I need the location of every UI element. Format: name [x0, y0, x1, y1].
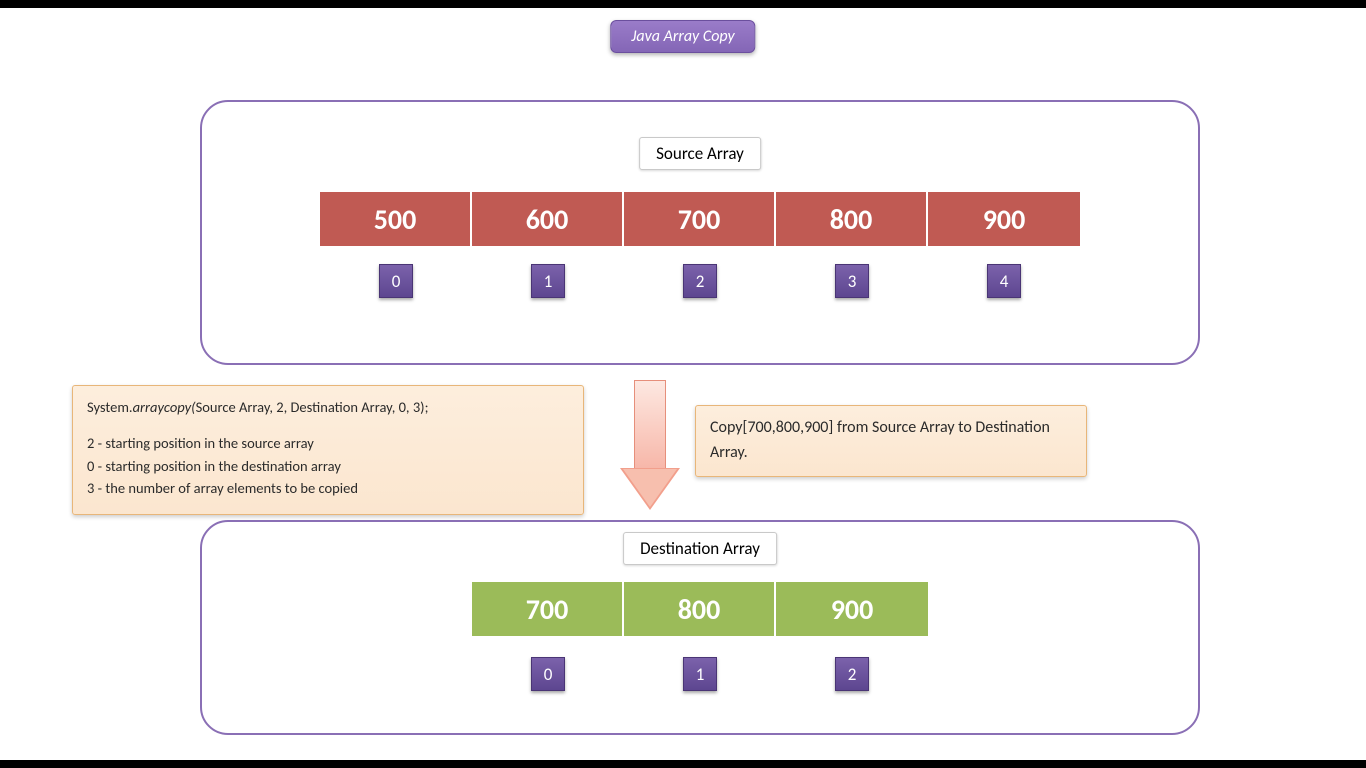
code-text: System.: [87, 398, 133, 416]
destination-array-label: Destination Array: [623, 532, 777, 565]
source-cell: 900: [928, 192, 1080, 246]
code-text: Source Array, 2, Destination Array, 0, 3…: [196, 398, 429, 416]
dest-index: 2: [835, 657, 869, 691]
source-array-values-row: 500 600 700 800 900: [320, 192, 1080, 246]
explain-line: 0 - starting position in the destination…: [87, 455, 569, 477]
source-index: 3: [835, 264, 869, 298]
source-cell: 800: [776, 192, 928, 246]
source-index: 0: [379, 264, 413, 298]
destination-array-index-row: 0 1 2: [472, 657, 928, 691]
destination-array-panel: Destination Array 700 800 900 0 1 2: [200, 520, 1200, 735]
dest-cell: 900: [776, 582, 928, 636]
source-array-label: Source Array: [639, 137, 761, 170]
bottom-border-bar: [0, 760, 1366, 768]
source-index: 2: [683, 264, 717, 298]
code-explanation-note: System.arraycopy(Source Array, 2, Destin…: [72, 385, 584, 515]
explain-text: - the number of array elements to be cop…: [94, 479, 358, 497]
destination-array-values-row: 700 800 900: [472, 582, 928, 636]
explain-text: - starting position in the destination a…: [94, 457, 341, 475]
explain-line: 2 - starting position in the source arra…: [87, 432, 569, 454]
explain-line: 3 - the number of array elements to be c…: [87, 477, 569, 499]
dest-index: 0: [531, 657, 565, 691]
dest-cell: 800: [624, 582, 776, 636]
top-border-bar: [0, 0, 1366, 8]
source-index: 1: [531, 264, 565, 298]
explain-text: - starting position in the source array: [94, 434, 313, 452]
diagram-title-badge: Java Array Copy: [610, 20, 755, 53]
code-text-italic: arraycopy(: [133, 398, 196, 416]
source-cell: 500: [320, 192, 472, 246]
dest-cell: 700: [472, 582, 624, 636]
source-cell: 700: [624, 192, 776, 246]
source-index: 4: [987, 264, 1021, 298]
dest-index: 1: [683, 657, 717, 691]
source-array-panel: Source Array 500 600 700 800 900 0 1 2 3…: [200, 100, 1200, 365]
copy-description-text: Copy[700,800,900] from Source Array to D…: [710, 418, 1050, 462]
source-array-index-row: 0 1 2 3 4: [320, 264, 1080, 298]
copy-description-note: Copy[700,800,900] from Source Array to D…: [695, 405, 1087, 477]
copy-arrow-icon: [620, 380, 680, 515]
code-line: System.arraycopy(Source Array, 2, Destin…: [87, 396, 569, 418]
source-cell: 600: [472, 192, 624, 246]
